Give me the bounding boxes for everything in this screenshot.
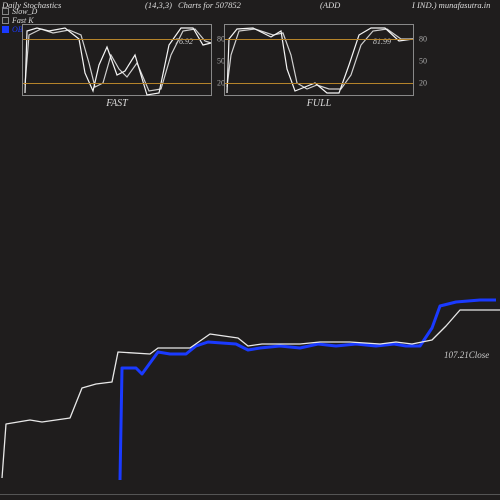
fast-panel: 76.92 205080 bbox=[22, 24, 212, 96]
reference-line bbox=[225, 39, 413, 40]
axis-line bbox=[0, 494, 500, 495]
fast-panel-wrap: 76.92 205080 FAST bbox=[22, 24, 212, 109]
legend-label: Slow_D bbox=[12, 7, 37, 16]
source: I IND.) munafasutra.in bbox=[412, 0, 490, 10]
oscillator-panels: 76.92 205080 FAST 81.99 205080 FULL bbox=[22, 24, 414, 109]
full-panel: 81.99 205080 bbox=[224, 24, 414, 96]
legend-box bbox=[2, 17, 9, 24]
fast-label: FAST bbox=[106, 98, 128, 109]
reference-line bbox=[225, 83, 413, 84]
y-tick: 50 bbox=[419, 57, 427, 66]
y-tick: 20 bbox=[419, 78, 427, 87]
chart-for: Charts for 507852 bbox=[178, 0, 241, 10]
reference-line bbox=[23, 83, 211, 84]
full-panel-wrap: 81.99 205080 FULL bbox=[224, 24, 414, 109]
reference-line bbox=[23, 39, 211, 40]
y-tick: 80 bbox=[419, 35, 427, 44]
main-chart: 107.21Close bbox=[0, 120, 500, 480]
full-label: FULL bbox=[307, 98, 331, 109]
fast-value: 76.92 bbox=[175, 37, 193, 46]
symbol: (ADD bbox=[320, 0, 340, 10]
legend-box bbox=[2, 8, 9, 15]
params: (14,3,3) bbox=[145, 0, 172, 10]
legend-box bbox=[2, 26, 9, 33]
close-label: 107.21Close bbox=[444, 350, 489, 360]
full-value: 81.99 bbox=[373, 37, 391, 46]
legend-slow-d: Slow_D bbox=[2, 7, 37, 16]
header: Daily Stochastics (14,3,3) Charts for 50… bbox=[0, 0, 500, 24]
